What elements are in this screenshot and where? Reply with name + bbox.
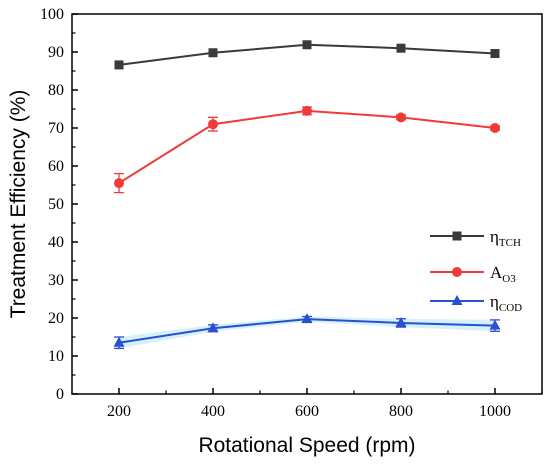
y-tick-label: 80 [48, 82, 64, 99]
legend-marker [452, 267, 462, 277]
data-point [114, 60, 124, 70]
y-tick-label: 10 [48, 348, 64, 365]
series-line [118, 109, 496, 184]
data-point [207, 322, 219, 333]
x-tick-label: 200 [107, 403, 131, 420]
data-point [208, 48, 218, 58]
series-o3 [114, 105, 500, 194]
legend-marker [452, 231, 462, 241]
series-layer [113, 40, 501, 350]
y-tick-label: 100 [40, 6, 64, 23]
legend-marker [451, 295, 463, 305]
legend-label-sub: O3 [502, 273, 516, 285]
x-tick-label: 600 [295, 403, 319, 420]
x-axis: 200 400 600 800 1000 [71, 388, 543, 420]
legend-label: ηCOD [490, 292, 522, 314]
data-point [490, 123, 500, 133]
x-tick-label: 800 [389, 403, 413, 420]
y-tick-label: 0 [56, 386, 64, 403]
legend-label-main: A [490, 263, 503, 282]
data-point [489, 319, 501, 330]
y-tick-label: 50 [48, 196, 64, 213]
y-tick-label: 70 [48, 120, 64, 137]
data-point [302, 40, 312, 50]
y-tick-label: 90 [48, 44, 64, 61]
legend-label-sub: COD [499, 302, 522, 314]
data-point [114, 178, 124, 189]
legend-label-main: η [490, 292, 499, 311]
y-tick-label: 60 [48, 158, 64, 175]
data-point [302, 105, 312, 116]
series-cod [113, 313, 501, 350]
data-point [301, 313, 313, 324]
data-point [208, 119, 218, 130]
data-point [113, 336, 125, 347]
x-tick-label: 1000 [479, 403, 511, 420]
y-axis-title: Treatment Efficiency (%) [7, 90, 30, 319]
data-point [395, 316, 407, 327]
y-tick-label: 40 [48, 234, 64, 251]
x-tick-label: 400 [201, 403, 225, 420]
data-point [396, 43, 406, 53]
legend-label: ηTCH [490, 227, 521, 249]
y-tick-label: 20 [48, 310, 64, 327]
legend-label: AO3 [490, 263, 516, 285]
legend-label-sub: TCH [499, 237, 521, 249]
y-axis: 0 10 20 30 40 50 60 70 80 90 100 [40, 6, 78, 403]
series-tch [114, 40, 500, 70]
y-tick-label: 30 [48, 272, 64, 289]
data-point [490, 49, 500, 59]
data-point [396, 112, 406, 123]
legend-label-main: η [490, 227, 499, 246]
x-axis-title: Rotational Speed (rpm) [198, 434, 415, 457]
